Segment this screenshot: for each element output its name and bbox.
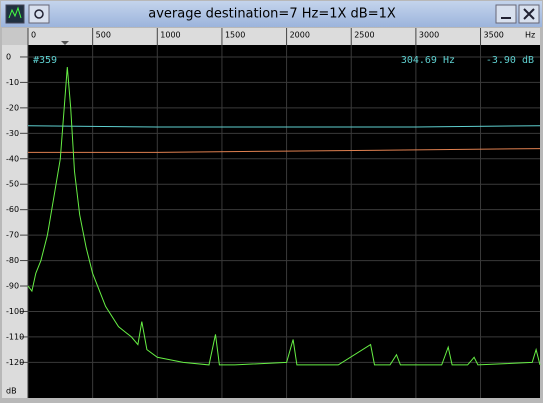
app-icon-glyph xyxy=(8,6,22,19)
menu-button[interactable] xyxy=(28,4,50,24)
x-tick-label: 3500 xyxy=(484,31,504,40)
y-tick-label: -50 xyxy=(6,180,19,189)
x-unit: Hz xyxy=(525,31,535,40)
close-glyph xyxy=(523,8,535,20)
x-tick-label: 2000 xyxy=(290,31,310,40)
peak-marker xyxy=(61,41,69,45)
spectrum-line xyxy=(28,148,541,153)
readout: -3.90 dB xyxy=(486,55,534,66)
y-tick-label: -30 xyxy=(6,129,19,138)
x-tick-label: 0 xyxy=(31,31,36,40)
y-tick-label: -10 xyxy=(6,78,19,87)
y-tick-label: -40 xyxy=(6,154,19,163)
y-tick-label: 0 xyxy=(6,52,11,61)
spectrum-line xyxy=(27,67,541,366)
plot-area xyxy=(28,45,540,398)
y-tick-label: -100 xyxy=(6,307,24,316)
y-tick-label: -110 xyxy=(6,332,24,341)
readout: 304.69 Hz xyxy=(401,55,455,66)
y-tick-label: -60 xyxy=(6,205,19,214)
spectrum: 0 500 1000 1500 2000 2500 3000 3500 Hz 0 -10 -20 -30… xyxy=(6,28,541,398)
y-ruler xyxy=(2,45,28,398)
y-tick-label: -120 xyxy=(6,358,24,367)
y-tick-label: -80 xyxy=(6,256,19,265)
ruler-corner xyxy=(2,28,28,45)
menu-glyph xyxy=(34,9,44,19)
x-tick-label: 500 xyxy=(96,31,111,40)
title-bar xyxy=(1,1,542,27)
y-tick-label: -20 xyxy=(6,103,19,112)
app-icon[interactable] xyxy=(5,4,25,24)
y-unit: dB xyxy=(6,387,17,396)
spectrum-line xyxy=(27,125,541,128)
y-tick-label: -70 xyxy=(6,231,19,240)
x-ruler xyxy=(28,28,540,45)
readout: #359 xyxy=(33,55,57,66)
x-tick-label: 2500 xyxy=(354,31,374,40)
y-tick-label: -90 xyxy=(6,282,19,291)
x-tick-label: 1000 xyxy=(160,31,180,40)
x-tick-label: 3000 xyxy=(419,31,439,40)
window-title: average destination=7 Hz=1X dB=1X xyxy=(148,7,396,22)
x-tick-label: 1500 xyxy=(225,31,245,40)
minimize-button[interactable] xyxy=(495,4,517,24)
